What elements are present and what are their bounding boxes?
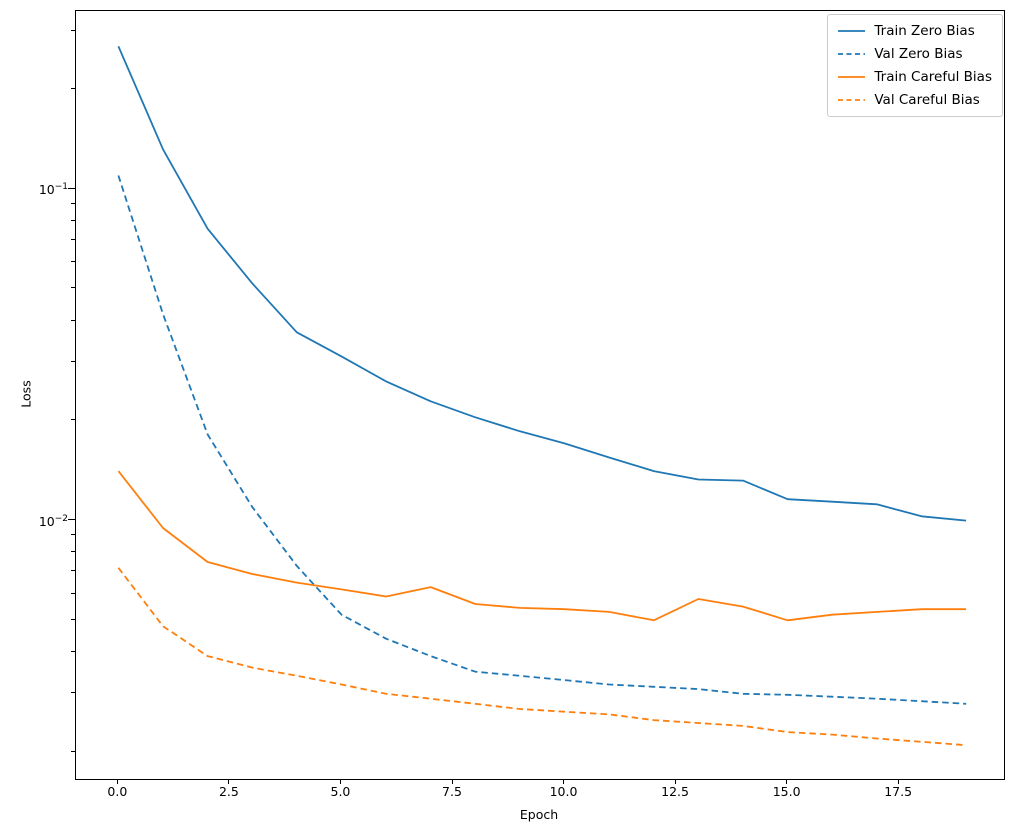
x-tick-mark — [786, 779, 788, 784]
y-minor-tick-mark — [71, 692, 75, 694]
plot-lines — [117, 45, 967, 747]
x-tick-label: 0.0 — [107, 784, 128, 799]
legend-label: Val Careful Bias — [874, 92, 980, 108]
y-minor-tick-mark — [71, 202, 75, 204]
y-minor-tick-mark — [71, 239, 75, 241]
y-minor-tick-mark — [71, 534, 75, 536]
x-tick-mark — [674, 779, 676, 784]
x-tick-label: 5.0 — [330, 784, 351, 799]
y-tick-mark — [68, 187, 75, 189]
x-tick-mark — [451, 779, 453, 784]
x-tick-label: 10.0 — [549, 784, 578, 799]
y-tick-label: 10−2 — [38, 513, 68, 529]
legend-line-sample-icon — [838, 53, 866, 55]
y-axis-label: Loss — [18, 380, 34, 408]
x-tick-mark — [897, 779, 899, 784]
legend-item-train-careful-bias: Train Careful Bias — [838, 68, 992, 86]
x-tick-mark — [116, 779, 118, 784]
legend-label: Val Zero Bias — [874, 46, 963, 62]
y-tick-mark — [68, 519, 75, 521]
y-minor-tick-mark — [71, 360, 75, 362]
x-tick-mark — [339, 779, 341, 784]
legend-item-train-zero-bias: Train Zero Bias — [838, 22, 992, 40]
x-axis-label: Epoch — [519, 807, 559, 822]
x-tick-label: 17.5 — [884, 784, 913, 799]
x-tick-mark — [228, 779, 230, 784]
y-tick-label: 10−1 — [38, 182, 68, 198]
y-minor-tick-mark — [71, 618, 75, 620]
x-tick-label: 7.5 — [442, 784, 462, 799]
plot-area — [75, 10, 1005, 780]
legend-label: Train Careful Bias — [874, 69, 992, 85]
x-tick-mark — [563, 779, 565, 784]
y-minor-tick-mark — [71, 650, 75, 652]
series-line-train-careful-bias — [117, 470, 967, 622]
series-line-val-careful-bias — [117, 567, 967, 747]
legend-line-sample-icon — [838, 76, 866, 78]
y-minor-tick-mark — [71, 419, 75, 421]
x-tick-label: 12.5 — [661, 784, 689, 799]
x-tick-label: 2.5 — [218, 784, 239, 799]
y-minor-tick-mark — [71, 570, 75, 572]
y-minor-tick-mark — [71, 551, 75, 553]
legend-line-sample-icon — [838, 30, 866, 32]
y-minor-tick-mark — [71, 287, 75, 289]
legend-label: Train Zero Bias — [874, 23, 975, 39]
legend-item-val-careful-bias: Val Careful Bias — [838, 91, 992, 109]
legend: Train Zero Bias Val Zero Bias Train Care… — [827, 14, 1003, 117]
y-minor-tick-mark — [71, 219, 75, 221]
legend-line-sample-icon — [838, 99, 866, 101]
x-tick-label: 15.0 — [772, 784, 801, 799]
y-minor-tick-mark — [71, 319, 75, 321]
y-minor-tick-mark — [71, 87, 75, 89]
series-line-train-zero-bias — [117, 45, 967, 522]
y-minor-tick-mark — [71, 592, 75, 594]
y-minor-tick-mark — [71, 750, 75, 752]
legend-item-val-zero-bias: Val Zero Bias — [838, 45, 992, 63]
y-minor-tick-mark — [71, 29, 75, 31]
y-minor-tick-mark — [71, 261, 75, 263]
series-line-val-zero-bias — [117, 175, 967, 705]
